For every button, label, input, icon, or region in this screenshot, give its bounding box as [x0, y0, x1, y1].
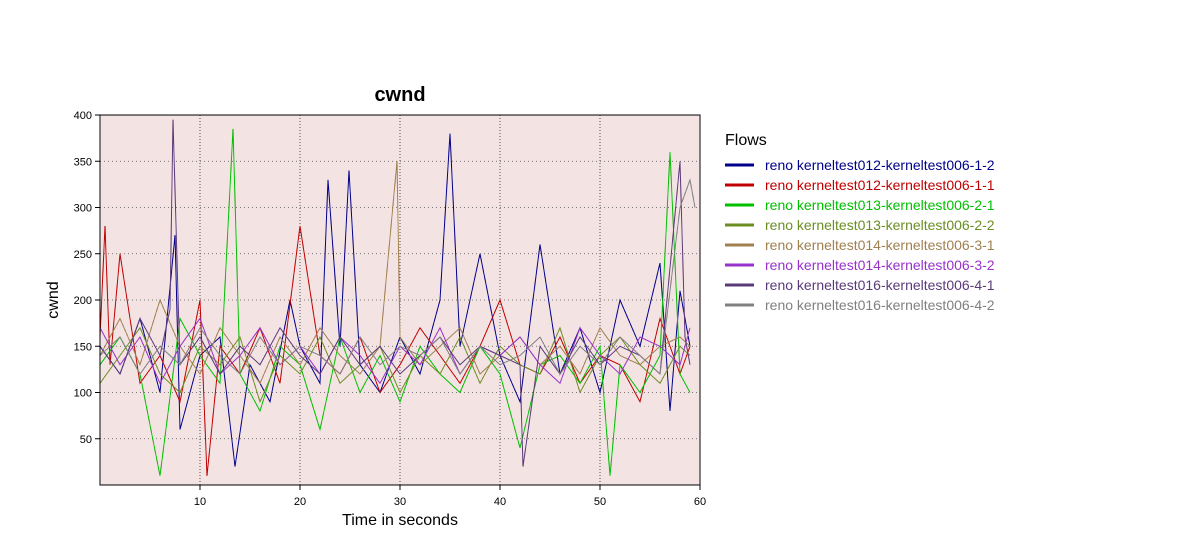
- legend-label-8: reno kerneltest016-kerneltest006-4-2: [765, 297, 995, 313]
- legend-label-6: reno kerneltest014-kerneltest006-3-2: [765, 257, 995, 273]
- x-tick-label: 40: [494, 496, 506, 508]
- y-tick-label: 400: [74, 110, 92, 122]
- legend-label-2: reno kerneltest012-kerneltest006-1-1: [765, 177, 995, 193]
- x-axis-label: Time in seconds: [342, 512, 458, 529]
- legend-label-5: reno kerneltest014-kerneltest006-3-1: [765, 237, 995, 253]
- series-line-7: [99, 119, 691, 467]
- y-tick-label: 200: [74, 295, 92, 307]
- y-tick-label: 100: [74, 388, 92, 400]
- legend-label-4: reno kerneltest013-kerneltest006-2-2: [765, 217, 995, 233]
- series-lines: [99, 119, 696, 476]
- series-line-8: [99, 177, 696, 376]
- y-tick-label: 250: [74, 249, 92, 261]
- series-line-5: [99, 161, 691, 385]
- legend-label-1: reno kerneltest012-kerneltest006-1-2: [765, 157, 995, 173]
- x-tick-label: 50: [594, 496, 606, 508]
- x-tick-label: 20: [294, 496, 306, 508]
- y-tick-label: 150: [74, 341, 92, 353]
- y-tick-label: 300: [74, 203, 92, 215]
- y-axis-ticks: 50 100 150 200 250 300 350 400: [74, 110, 100, 446]
- x-tick-label: 30: [394, 496, 406, 508]
- legend-label-7: reno kerneltest016-kerneltest006-4-1: [765, 277, 995, 293]
- series-line-2: [99, 225, 691, 476]
- x-tick-label: 10: [194, 496, 206, 508]
- y-tick-label: 50: [80, 434, 92, 446]
- legend-title: Flows: [725, 132, 767, 149]
- chart-title: cwnd: [374, 84, 425, 106]
- x-axis-ticks: 10 20 30 40 50 60: [194, 485, 706, 508]
- legend-label-3: reno kerneltest013-kerneltest006-2-1: [765, 197, 995, 213]
- legend: reno kerneltest012-kerneltest006-1-2 reno…: [725, 157, 995, 313]
- y-tick-label: 350: [74, 156, 92, 168]
- background-stripes: [99, 115, 701, 485]
- y-axis-label: cwnd: [45, 281, 62, 318]
- x-tick-label: 60: [694, 496, 706, 508]
